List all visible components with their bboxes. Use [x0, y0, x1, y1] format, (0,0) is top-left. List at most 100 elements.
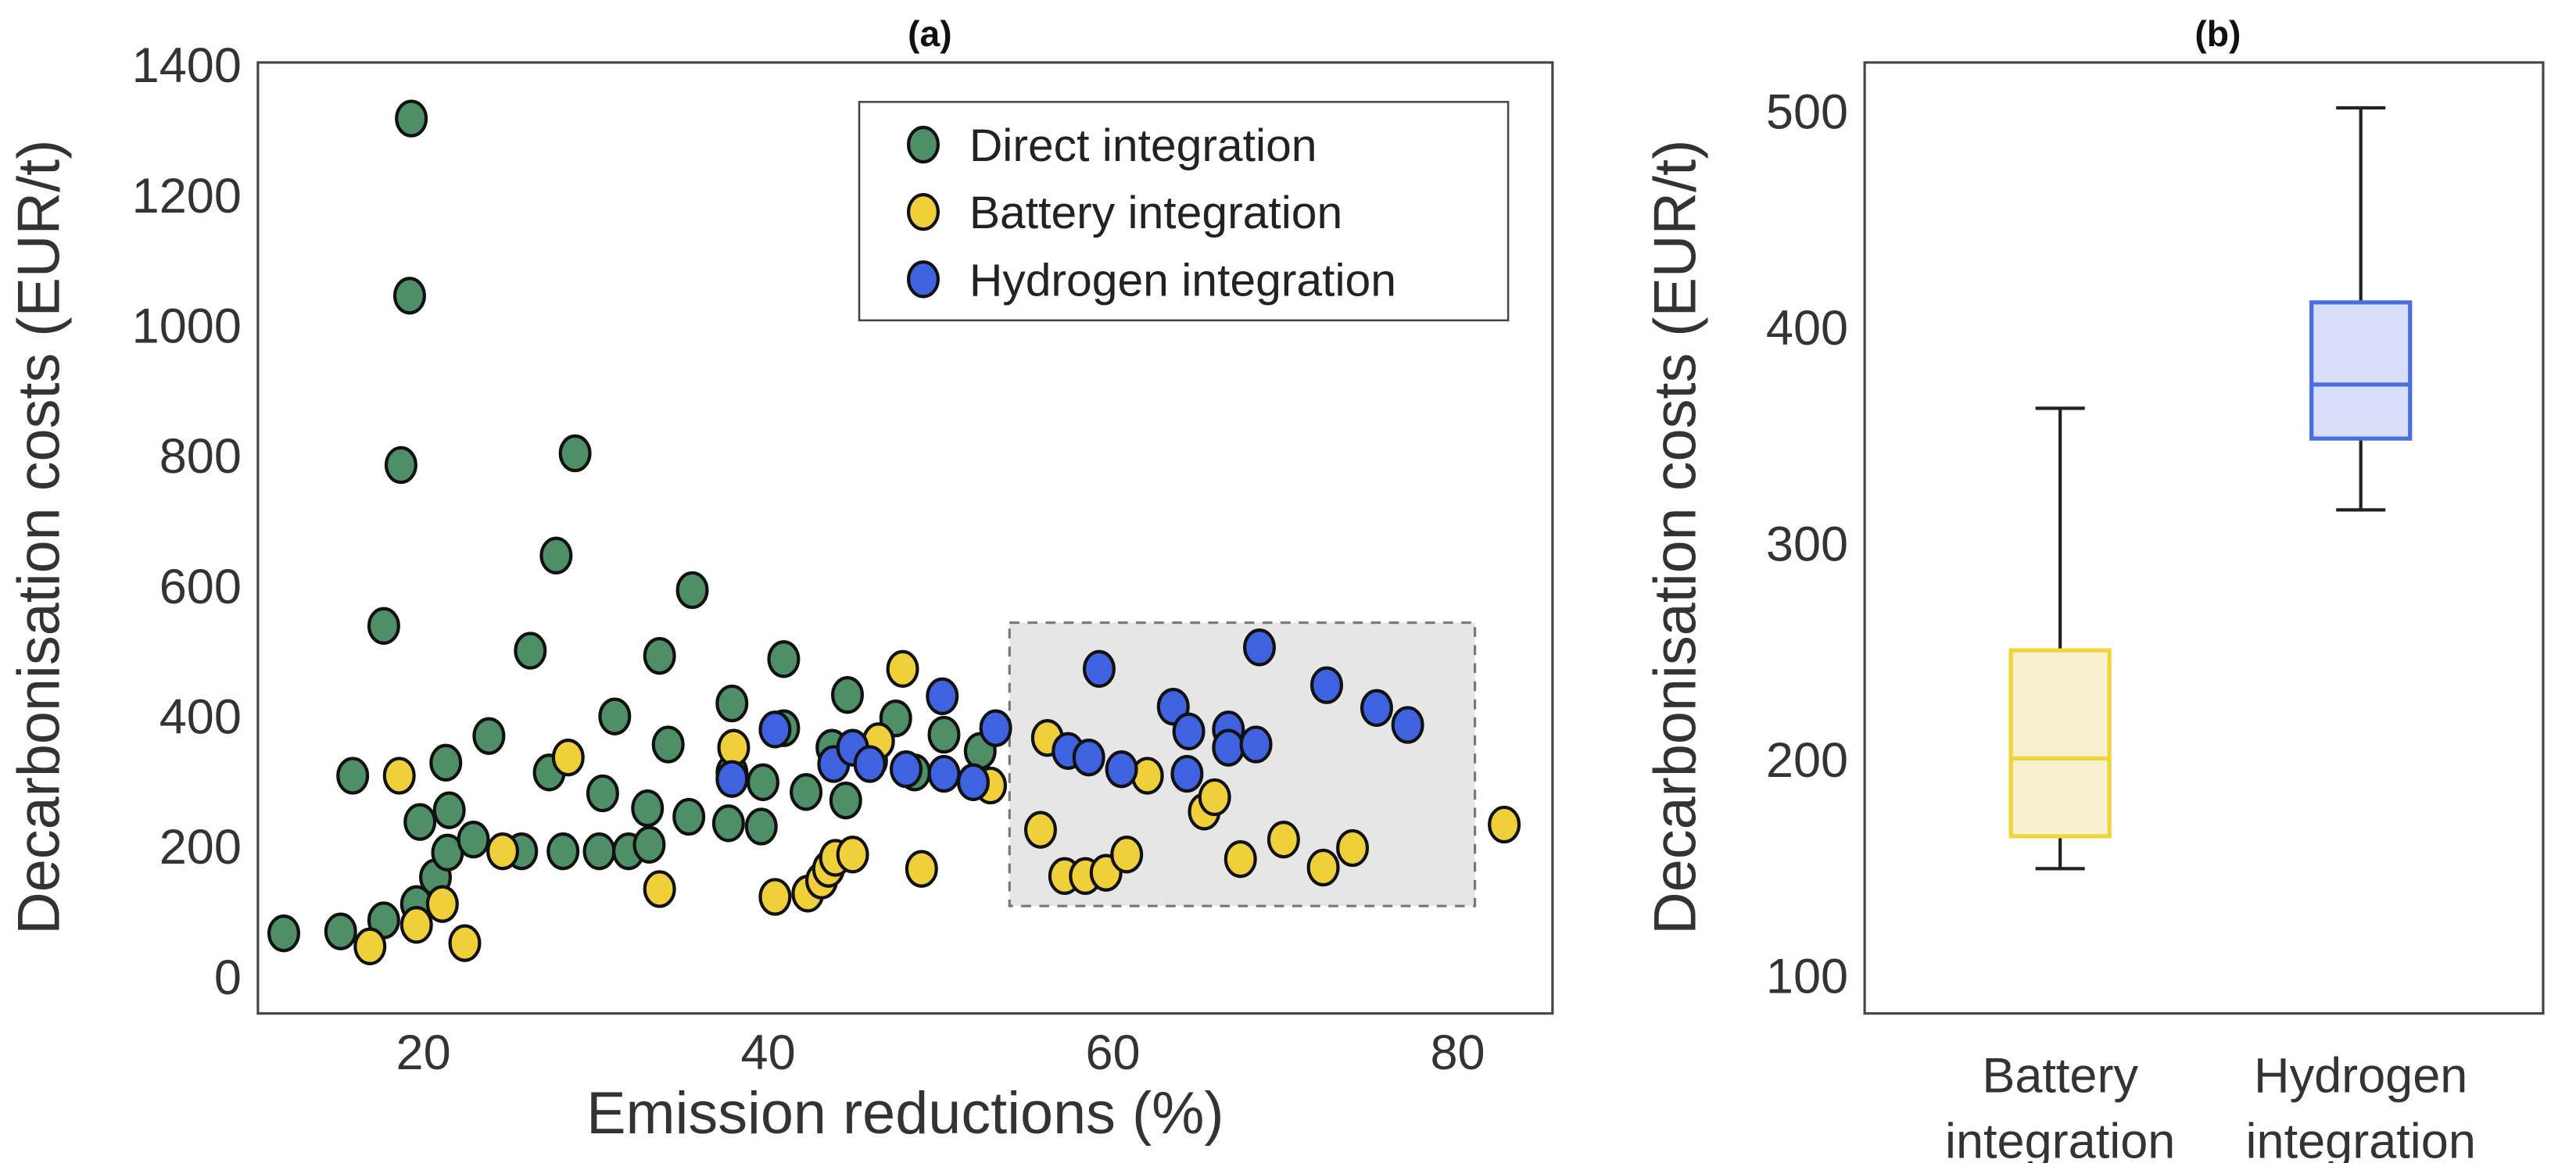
point-direct-integration: [558, 434, 592, 473]
y-tick-label: 500: [1766, 85, 1848, 140]
point-direct-integration: [324, 912, 357, 950]
point-direct-integration: [675, 571, 709, 610]
point-hydrogen-integration: [889, 750, 923, 789]
x-tick-label: Hydrogen: [2254, 1049, 2467, 1104]
point-hydrogen-integration: [979, 709, 1012, 747]
point-hydrogen-integration: [1172, 712, 1206, 750]
y-tick-label: 200: [159, 820, 242, 875]
point-battery-integration: [905, 850, 938, 888]
y-tick-label: 1200: [132, 169, 242, 224]
point-hydrogen-integration: [1105, 750, 1138, 789]
point-direct-integration: [672, 797, 706, 836]
x-tick-labels: Battery integration Hydrogen integration: [1945, 1049, 2476, 1163]
point-direct-integration: [336, 757, 370, 795]
point-direct-integration: [598, 697, 632, 735]
legend-marker: [906, 260, 940, 299]
point-hydrogen-integration: [1391, 706, 1424, 744]
point-direct-integration: [711, 804, 745, 843]
point-direct-integration: [632, 825, 666, 864]
point-hydrogen-integration: [758, 710, 792, 749]
point-hydrogen-integration: [1170, 754, 1204, 793]
point-battery-integration: [1198, 778, 1231, 817]
y-tick-label: 1000: [132, 299, 242, 353]
point-battery-integration: [1110, 836, 1144, 874]
point-battery-integration: [886, 649, 919, 688]
y-tick-label: 200: [1766, 733, 1848, 788]
y-tick-label: 1400: [132, 38, 242, 93]
point-direct-integration: [539, 536, 573, 574]
x-tick-label: integration: [1945, 1115, 2175, 1163]
y-tick-label: 400: [1766, 301, 1848, 356]
point-battery-integration: [1267, 820, 1300, 859]
point-direct-integration: [395, 99, 428, 138]
legend-label: Direct integration: [969, 120, 1317, 171]
point-hydrogen-integration: [1072, 738, 1105, 777]
point-battery-integration: [1023, 811, 1057, 849]
point-battery-integration: [1336, 828, 1370, 868]
point-battery-integration: [1306, 848, 1340, 887]
x-axis-label: Emission reductions (%): [586, 1081, 1224, 1147]
box-battery: [2008, 406, 2112, 871]
point-direct-integration: [631, 789, 665, 828]
panel-b-title: (b): [2194, 13, 2241, 54]
point-battery-integration: [448, 924, 482, 962]
point-direct-integration: [384, 446, 417, 485]
point-battery-integration: [1224, 839, 1257, 879]
panel-b-frame: [1863, 61, 2545, 1015]
x-tick-label: 80: [1430, 1025, 1485, 1080]
legend-marker: [906, 125, 940, 164]
legend: Direct integration Battery integration Hyd…: [858, 101, 1510, 322]
panel-a: (a) 20 40 60 80 0 200 400 600 800 1000 1200 1400 E…: [7, 13, 1554, 1147]
point-battery-integration: [551, 738, 585, 777]
point-hydrogen-integration: [1239, 725, 1273, 764]
point-hydrogen-integration: [1082, 649, 1116, 688]
box-hydrogen: [2309, 106, 2413, 512]
scatter-points: [267, 99, 1521, 965]
point-direct-integration: [586, 774, 619, 813]
iqr-box: [2309, 300, 2413, 441]
legend-marker: [906, 193, 940, 231]
point-battery-integration: [425, 885, 459, 923]
point-battery-integration: [486, 832, 520, 871]
y-tick-label: 100: [1766, 950, 1848, 1004]
point-direct-integration: [830, 675, 865, 714]
point-battery-integration: [1488, 805, 1521, 844]
legend-label: Hydrogen integration: [969, 255, 1396, 306]
x-tick-label: Battery: [1982, 1049, 2138, 1104]
point-hydrogen-integration: [956, 763, 990, 801]
point-hydrogen-integration: [1242, 628, 1277, 667]
point-battery-integration: [717, 728, 751, 767]
y-tick-label: 800: [159, 429, 242, 484]
panel-a-title: (a): [908, 13, 952, 54]
point-direct-integration: [457, 820, 490, 859]
legend-label: Battery integration: [969, 188, 1342, 238]
point-direct-integration: [829, 781, 862, 820]
point-hydrogen-integration: [853, 745, 887, 783]
point-hydrogen-integration: [1360, 689, 1393, 727]
y-tick-label: 400: [159, 690, 242, 745]
point-hydrogen-integration: [1212, 728, 1245, 767]
legend-frame: [858, 101, 1510, 322]
point-direct-integration: [367, 607, 400, 645]
point-hydrogen-integration: [1309, 666, 1343, 704]
y-tick-label: 0: [214, 950, 242, 1005]
x-tick-label: 20: [396, 1025, 451, 1080]
panel-a-frame: [256, 61, 1554, 1015]
y-tick-label: 600: [159, 560, 242, 614]
y-tick-labels: 0 200 400 600 800 1000 1200 1400: [132, 38, 242, 1005]
point-direct-integration: [643, 636, 676, 675]
point-battery-integration: [353, 927, 387, 965]
x-tick-label: 40: [741, 1025, 796, 1080]
y-axis-label: Decarbonisation costs (EUR/t): [7, 140, 73, 935]
y-axis-label: Decarbonisation costs (EUR/t): [1643, 140, 1709, 935]
point-battery-integration: [836, 836, 869, 874]
point-direct-integration: [392, 277, 426, 315]
x-tick-label: 60: [1086, 1025, 1141, 1080]
point-direct-integration: [403, 803, 437, 841]
panel-b: (b) 100 200 300 400 500 Battery integration Hy…: [1643, 13, 2545, 1163]
point-battery-integration: [758, 878, 792, 916]
x-tick-label: integration: [2246, 1115, 2476, 1163]
point-direct-integration: [767, 640, 801, 678]
point-direct-integration: [546, 832, 580, 871]
point-battery-integration: [399, 906, 433, 944]
